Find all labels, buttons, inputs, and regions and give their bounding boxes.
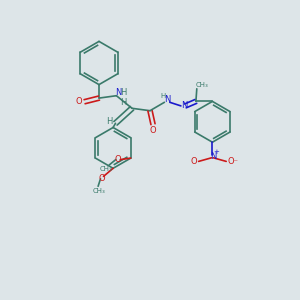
Text: CH₃: CH₃ [100, 166, 112, 172]
Text: +: + [214, 149, 220, 155]
Text: N: N [116, 88, 122, 97]
Text: O⁻: O⁻ [227, 157, 238, 166]
Text: O: O [76, 97, 83, 106]
Text: CH₃: CH₃ [196, 82, 208, 88]
Text: N: N [164, 95, 171, 104]
Text: O: O [115, 155, 122, 164]
Text: H: H [106, 117, 112, 126]
Text: O: O [190, 157, 197, 166]
Text: H: H [160, 93, 166, 99]
Text: CH₃: CH₃ [92, 188, 105, 194]
Text: H: H [120, 98, 127, 107]
Text: O: O [150, 126, 156, 135]
Text: N: N [210, 152, 216, 161]
Text: N: N [181, 101, 187, 110]
Text: O: O [98, 174, 105, 183]
Text: H: H [120, 88, 126, 97]
